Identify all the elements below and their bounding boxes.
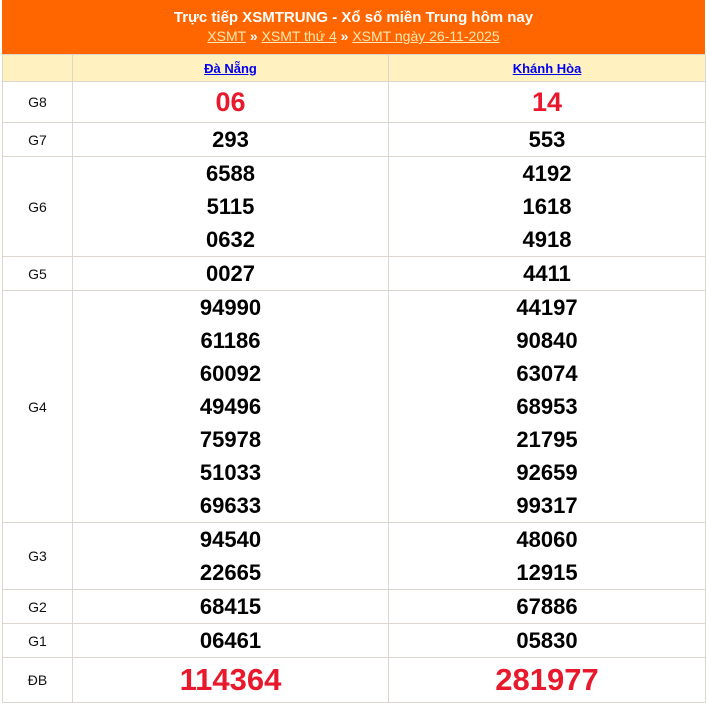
prize-number: 99317 (516, 493, 578, 518)
prize-label: G1 (2, 623, 73, 658)
prize-number: 553 (528, 127, 566, 152)
prize-number: 51033 (199, 460, 262, 485)
prize-number: 75978 (199, 427, 262, 452)
results-header: Trực tiếp XSMTRUNG - Xổ số miền Trung hô… (2, 0, 705, 54)
prize-cell: 68415 (72, 589, 389, 624)
prize-row: G7 293 553 (2, 122, 706, 157)
province-link-da-nang[interactable]: Đà Nẵng (204, 60, 257, 76)
prize-number: 0632 (206, 227, 255, 252)
prize-cell: 0027 (72, 256, 389, 291)
page-title: Trực tiếp XSMTRUNG - Xổ số miền Trung hô… (173, 9, 534, 26)
prize-number: 61186 (200, 328, 261, 353)
prize-number: 60092 (199, 361, 262, 386)
prize-number: 94990 (199, 295, 262, 320)
province-header-row: Đà Nẵng Khánh Hòa (2, 54, 706, 82)
prize-cell: 114364 (72, 657, 389, 703)
prize-row: G1 06461 05830 (2, 623, 706, 658)
province-header: Khánh Hòa (388, 54, 706, 82)
prize-number: 44197 (516, 295, 578, 320)
prize-number: 4411 (523, 261, 571, 286)
prize-number: 06461 (199, 628, 262, 653)
prize-cell: 44197 90840 63074 68953 21795 92659 99317 (388, 290, 706, 523)
province-link-khanh-hoa[interactable]: Khánh Hòa (512, 60, 582, 76)
prize-label: G5 (2, 256, 73, 291)
prize-number: 67886 (516, 594, 578, 619)
prize-number: 14 (531, 87, 563, 117)
empty-header-cell (2, 54, 73, 82)
prize-number: 68953 (516, 394, 578, 419)
prize-number: 12915 (516, 560, 578, 585)
prize-cell: 293 (72, 122, 389, 157)
prize-number: 0027 (206, 261, 255, 286)
prize-cell: 94540 22665 (72, 522, 389, 590)
results-table: Đà Nẵng Khánh Hòa G8 06 14 G7 293 553 G6 6588 51… (2, 54, 706, 703)
prize-cell: 553 (388, 122, 706, 157)
prize-label: ĐB (2, 657, 73, 703)
prize-label: G8 (2, 81, 73, 123)
prize-number: 4192 (522, 161, 572, 186)
prize-row: G5 0027 4411 (2, 256, 706, 291)
prize-cell: 4411 (388, 256, 706, 291)
breadcrumb-xsmt[interactable]: XSMT (207, 28, 246, 44)
prize-number: 63074 (516, 361, 578, 386)
prize-row: ĐB 114364 281977 (2, 657, 706, 703)
prize-number: 49496 (199, 394, 262, 419)
prize-cell: 67886 (388, 589, 706, 624)
prize-number: 114364 (179, 662, 282, 697)
prize-row: G8 06 14 (2, 81, 706, 123)
prize-number: 293 (212, 127, 249, 152)
prize-number: 6588 (206, 161, 255, 186)
prize-cell: 14 (388, 81, 706, 123)
province-header: Đà Nẵng (72, 54, 389, 82)
prize-row: G3 94540 22665 48060 12915 (2, 522, 706, 590)
prize-number: 22665 (199, 560, 262, 585)
breadcrumb-separator: » (340, 28, 349, 44)
prize-label: G4 (2, 290, 73, 523)
breadcrumb: XSMT » XSMT thứ 4 » XSMT ngày 26-11-2025 (2, 27, 705, 46)
prize-label: G2 (2, 589, 73, 624)
prize-cell: 48060 12915 (388, 522, 706, 590)
prize-number: 21795 (516, 427, 578, 452)
prize-number: 281977 (495, 662, 599, 697)
breadcrumb-xsmt-thu-4[interactable]: XSMT thứ 4 (261, 28, 337, 44)
prize-number: 68415 (199, 594, 262, 619)
prize-cell: 94990 61186 60092 49496 75978 51033 69633 (72, 290, 389, 523)
prize-number: 5115 (206, 194, 255, 219)
breadcrumb-xsmt-date[interactable]: XSMT ngày 26-11-2025 (352, 28, 500, 44)
prize-row: G2 68415 67886 (2, 589, 706, 624)
prize-cell: 6588 5115 0632 (72, 156, 389, 257)
prize-number: 4918 (522, 227, 572, 252)
prize-number: 06 (215, 87, 246, 117)
prize-cell: 4192 1618 4918 (388, 156, 706, 257)
prize-number: 94540 (199, 527, 262, 552)
prize-label: G3 (2, 522, 73, 590)
prize-cell: 281977 (388, 657, 706, 703)
breadcrumb-separator: » (249, 28, 258, 44)
prize-cell: 06461 (72, 623, 389, 658)
prize-number: 92659 (516, 460, 578, 485)
prize-number: 48060 (516, 527, 578, 552)
prize-cell: 05830 (388, 623, 706, 658)
prize-number: 1618 (522, 194, 572, 219)
prize-number: 90840 (516, 328, 578, 353)
prize-row: G4 94990 61186 60092 49496 75978 51033 69633 441… (2, 290, 706, 523)
prize-label: G7 (2, 122, 73, 157)
prize-label: G6 (2, 156, 73, 257)
prize-number: 69633 (199, 493, 262, 518)
prize-row: G6 6588 5115 0632 4192 1618 4918 (2, 156, 706, 257)
prize-cell: 06 (72, 81, 389, 123)
prize-number: 05830 (516, 628, 578, 653)
